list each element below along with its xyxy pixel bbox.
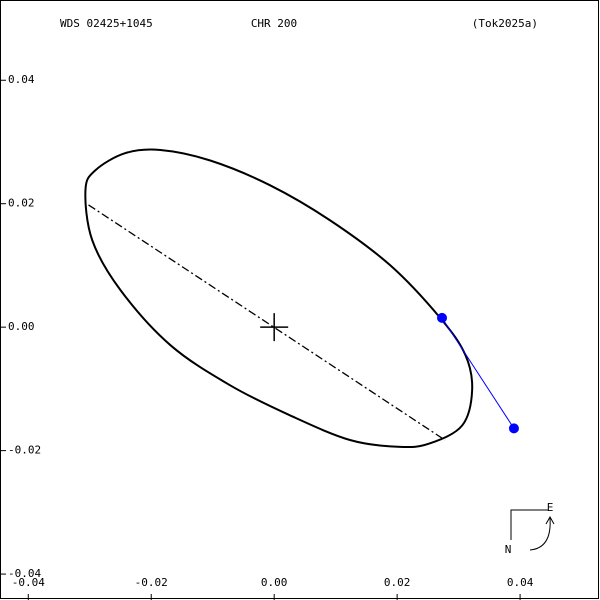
y-tick-label: 0.04 — [8, 73, 35, 86]
primary-star — [260, 313, 289, 342]
observation-point — [437, 312, 448, 323]
line-of-nodes — [88, 204, 446, 441]
observation-point — [508, 423, 519, 434]
x-tick-label: -0.02 — [135, 576, 168, 589]
x-tick-label: -0.04 — [12, 576, 45, 589]
compass-axes — [510, 509, 548, 540]
x-tick-label: 0.00 — [261, 576, 288, 589]
y-tick-label: 0.00 — [8, 320, 35, 333]
compass-north: N — [505, 543, 512, 556]
y-tick-label: -0.02 — [8, 444, 41, 457]
compass-arrow — [529, 515, 555, 551]
y-tick-label: -0.04 — [8, 567, 41, 580]
orbit-ellipse — [84, 148, 474, 449]
header-left: WDS 02425+1045 — [60, 17, 153, 30]
header-center: CHR 200 — [251, 17, 297, 30]
x-tick-label: 0.04 — [507, 576, 534, 589]
compass-east: E — [547, 501, 554, 514]
x-tick-label: 0.02 — [384, 576, 411, 589]
observation-link — [441, 317, 515, 429]
header-right: (Tok2025a) — [472, 17, 538, 30]
compass: E N — [505, 501, 555, 556]
y-tick-label: 0.02 — [8, 197, 35, 210]
